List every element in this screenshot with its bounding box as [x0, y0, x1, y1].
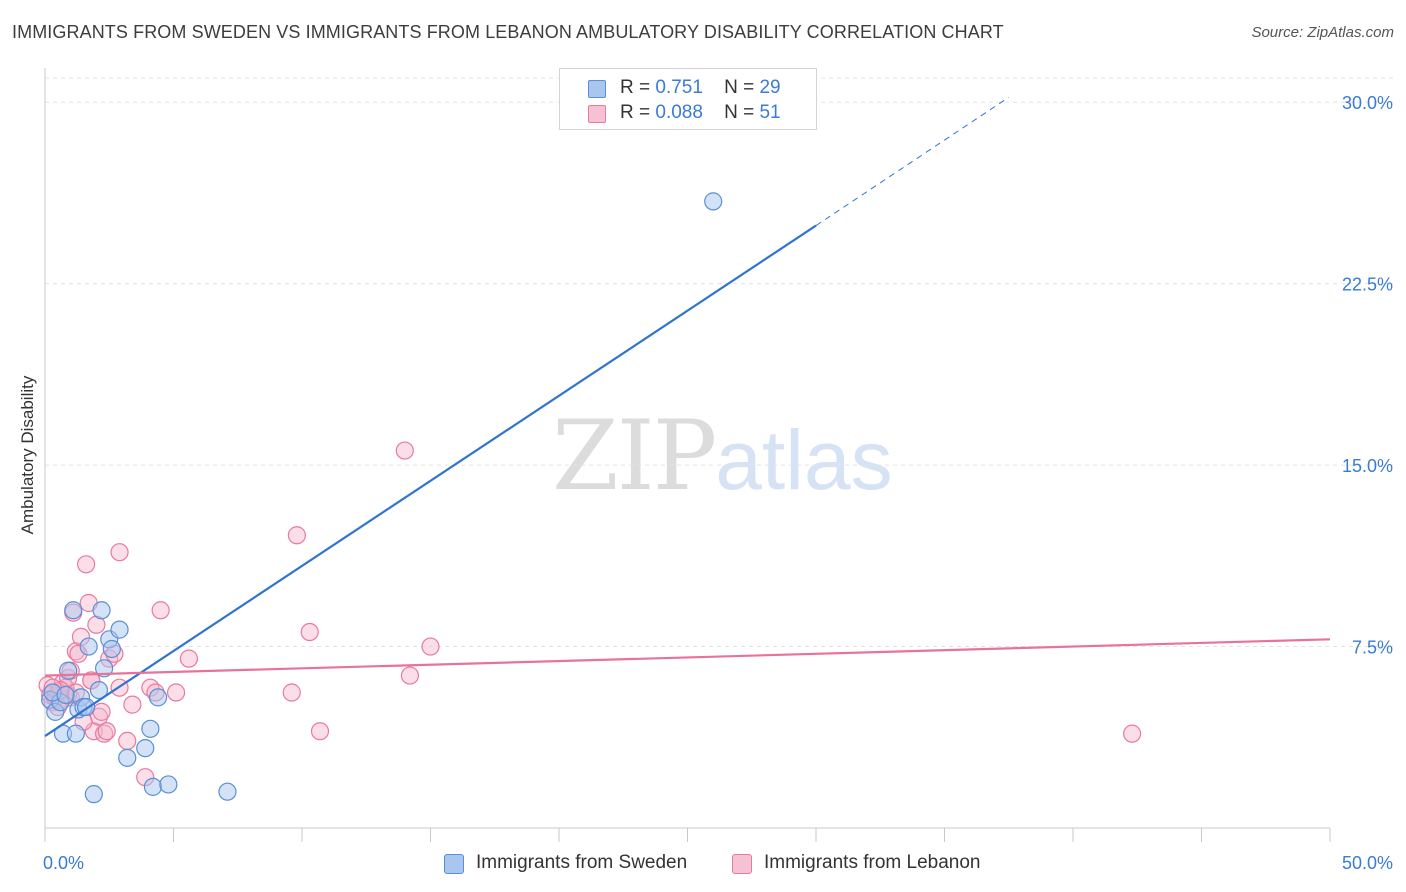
sweden-point	[95, 659, 114, 678]
lebanon-point	[287, 526, 306, 545]
sweden-point	[159, 775, 178, 794]
lebanon-point	[395, 441, 414, 460]
lebanon-point	[118, 731, 137, 751]
lebanon-trend-line	[44, 638, 1331, 677]
lebanon-point	[179, 649, 199, 668]
legend-n-value-lebanon: 51	[759, 102, 781, 123]
legend-r-label-sweden: R =	[620, 77, 651, 98]
legend-swatch-lebanon	[588, 105, 606, 123]
x-tick-label-min: 0.0%	[43, 853, 84, 873]
sweden-point	[148, 688, 168, 707]
sweden-point	[64, 601, 83, 620]
y-tick-label: 22.5%	[1342, 275, 1393, 295]
lebanon-point	[400, 666, 420, 685]
sweden-trend-extension	[815, 96, 1010, 226]
bottom-legend-label-sweden: Immigrants from Sweden	[476, 852, 688, 873]
sweden-point	[118, 748, 137, 767]
lebanon-point	[123, 695, 142, 714]
legend-text-lebanon: R = 0.088 N = 51	[620, 102, 781, 124]
sweden-point	[143, 777, 163, 796]
sweden-point	[79, 637, 98, 656]
lebanon-point	[310, 722, 330, 741]
sweden-point	[92, 601, 111, 620]
lebanon-point	[421, 637, 440, 656]
x-tick-label-max: 50.0%	[1342, 853, 1393, 873]
legend-n-value-sweden: 29	[759, 77, 781, 98]
watermark-atlas: atlas	[715, 413, 893, 507]
sweden-point	[110, 620, 129, 639]
lebanon-point	[300, 622, 319, 642]
bottom-legend-swatch-lebanon	[732, 854, 752, 874]
sweden-point	[66, 724, 85, 743]
lebanon-point	[97, 722, 116, 741]
correlation-legend: R = 0.751 N = 29 R = 0.088 N = 51	[559, 68, 817, 130]
source-label: Source: ZipAtlas.com	[1251, 24, 1394, 41]
lebanon-point	[110, 543, 129, 562]
watermark-zip: ZIP	[552, 400, 717, 512]
y-tick-label: 30.0%	[1342, 93, 1393, 113]
sweden-point	[136, 739, 155, 758]
sweden-point	[89, 680, 109, 700]
legend-r-value-lebanon: 0.088	[655, 102, 703, 123]
legend-n-label-lebanon: N =	[724, 102, 755, 123]
y-tick-label: 15.0%	[1342, 456, 1393, 476]
sweden-point	[102, 639, 121, 659]
lebanon-point	[95, 724, 114, 743]
sweden-trend-line	[44, 224, 817, 737]
legend-text-sweden: R = 0.751 N = 29	[620, 77, 781, 99]
sweden-point	[218, 782, 237, 801]
lebanon-point	[166, 683, 186, 702]
legend-n-label-sweden: N =	[724, 77, 755, 98]
lebanon-point	[151, 601, 170, 620]
sweden-point	[56, 685, 75, 705]
sweden-point	[704, 192, 723, 211]
legend-r-value-sweden: 0.751	[655, 77, 703, 98]
lebanon-point	[1123, 724, 1142, 743]
sweden-point	[84, 785, 103, 804]
sweden-point	[59, 661, 78, 680]
y-tick-label: 7.5%	[1352, 638, 1393, 658]
legend-r-label-lebanon: R =	[620, 102, 651, 123]
lebanon-point	[282, 683, 301, 702]
chart-title: IMMIGRANTS FROM SWEDEN VS IMMIGRANTS FRO…	[12, 22, 1004, 42]
bottom-legend-swatch-sweden	[444, 854, 464, 874]
lebanon-point	[92, 702, 111, 721]
legend-swatch-sweden	[588, 80, 606, 98]
bottom-legend-label-lebanon: Immigrants from Lebanon	[764, 852, 981, 873]
watermark: ZIPatlas	[552, 400, 893, 512]
sweden-point	[141, 719, 160, 738]
lebanon-point	[77, 555, 96, 574]
